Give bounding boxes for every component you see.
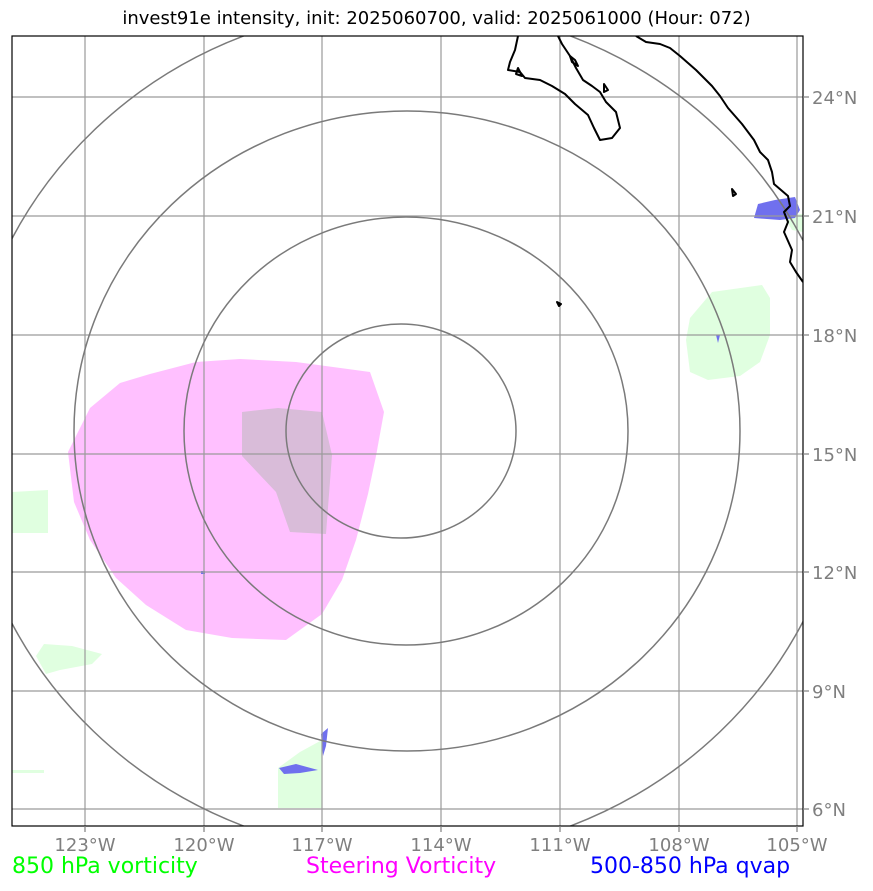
vorticity-850-region	[36, 644, 102, 674]
baja-california-coast	[515, 67, 523, 77]
latitude-tick-label: 9°N	[812, 682, 846, 703]
vorticity-850-region	[686, 285, 770, 380]
legend-steering-vorticity: Steering Vorticity	[306, 854, 497, 879]
longitude-tick-label: 114°W	[410, 835, 471, 856]
island	[569, 55, 579, 67]
latitude-tick-label: 24°N	[812, 88, 857, 109]
map-frame	[11, 35, 804, 827]
latitude-tick-label: 12°N	[812, 563, 857, 584]
latitude-tick-label: 18°N	[812, 326, 857, 347]
longitude-tick-label: 123°W	[54, 835, 115, 856]
longitude-labels: 123°W 120°W 117°W 114°W 111°W 108°W 105°…	[54, 835, 827, 856]
range-ring	[183, 216, 629, 646]
tick-marks	[84, 96, 809, 832]
longitude-tick-label: 120°W	[173, 835, 234, 856]
vorticity-850-regions	[12, 214, 803, 808]
steering-vorticity-region	[68, 359, 384, 640]
qvap-region	[321, 728, 328, 756]
range-rings	[12, 36, 803, 826]
legend-qvap: 500-850 hPa qvap	[590, 854, 791, 879]
latitude-labels: 24°N 21°N 18°N 15°N 12°N 9°N 6°N	[812, 88, 857, 821]
baja-california-coast	[507, 36, 621, 141]
latitude-tick-label: 15°N	[812, 445, 857, 466]
coastline	[507, 36, 803, 307]
graticule	[12, 36, 803, 826]
longitude-tick-label: 111°W	[529, 835, 590, 856]
island	[556, 301, 562, 307]
qvap-region	[279, 764, 318, 774]
vorticity-850-region	[278, 740, 322, 808]
legend-850-vorticity: 850 hPa vorticity	[12, 854, 198, 879]
map-title: invest91e intensity, init: 2025060700, v…	[122, 8, 751, 29]
island	[731, 188, 737, 197]
vorticity-850-region	[12, 770, 44, 773]
vorticity-850-region	[12, 490, 48, 533]
longitude-tick-label: 108°W	[648, 835, 709, 856]
longitude-tick-label: 105°W	[766, 835, 827, 856]
range-ring	[285, 323, 517, 539]
vorticity-overlap-region	[242, 408, 332, 534]
qvap-region	[716, 335, 720, 343]
mainland-mexico-coast	[635, 36, 803, 283]
island	[603, 83, 609, 93]
longitude-tick-label: 117°W	[291, 835, 352, 856]
latitude-tick-label: 6°N	[812, 800, 846, 821]
latitude-tick-label: 21°N	[812, 207, 857, 228]
range-ring	[73, 110, 741, 752]
